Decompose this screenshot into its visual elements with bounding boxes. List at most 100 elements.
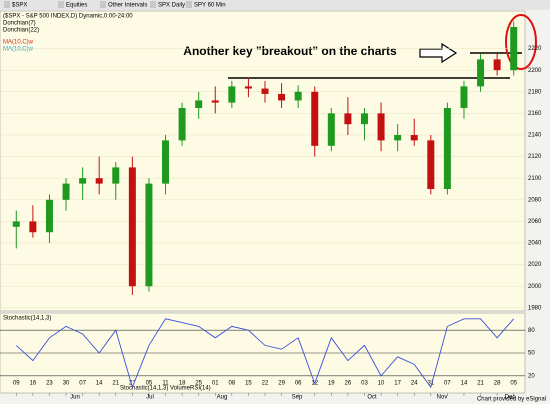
candle-body [510, 26, 518, 71]
x-tick-label: 06 [295, 381, 302, 387]
month-label: Dec [505, 395, 516, 401]
y-tick-label: 2080 [528, 197, 542, 203]
toolbar-button[interactable] [186, 1, 192, 8]
candle-body [12, 221, 20, 227]
x-tick-label: 25 [195, 381, 202, 387]
x-tick-label: 03 [361, 381, 368, 387]
candle-body [360, 113, 368, 125]
x-tick-label: 19 [328, 381, 335, 387]
candle-body [95, 178, 103, 184]
x-tick-label: 05 [146, 381, 153, 387]
x-tick-label: 07 [79, 381, 86, 387]
x-tick-label: 23 [46, 381, 53, 387]
candle-body [311, 91, 319, 146]
month-label: Jun [70, 395, 80, 401]
candle-body [410, 134, 418, 141]
candle-body [493, 59, 501, 71]
toolbar-button[interactable] [58, 1, 64, 8]
toolbar-label[interactable]: Other Intervals [108, 3, 147, 9]
x-tick-label: 21 [112, 381, 119, 387]
candle-body [394, 134, 402, 141]
y-tick-label: 2160 [528, 111, 542, 117]
x-tick-label: 22 [262, 381, 269, 387]
y-tick-label: 1980 [528, 305, 542, 311]
y-tick-label: 2200 [528, 68, 542, 74]
candle-body [112, 167, 120, 184]
study-label: MA(10,C)w [3, 47, 34, 53]
x-tick-label: 17 [394, 381, 401, 387]
month-label: Sep [292, 395, 303, 401]
y-tick-label: 20 [528, 373, 535, 379]
candle-body [79, 178, 87, 184]
candle-body [344, 113, 352, 125]
candle-body [377, 113, 385, 141]
x-tick-label: 10 [378, 381, 385, 387]
highlight-circle [505, 14, 537, 70]
candle-body [29, 221, 37, 233]
month-label: Oct [367, 395, 377, 401]
candle-body [327, 113, 335, 146]
candle-body [427, 140, 435, 190]
annotation: Another key "breakout" on the charts [183, 44, 397, 58]
x-tick-label: 01 [212, 381, 219, 387]
pane-title: Stochastic(14,1,3) [3, 316, 51, 322]
tab: Stochastic(14,1,3) [120, 386, 168, 392]
candle-body [162, 140, 170, 184]
candle-body [45, 199, 53, 233]
x-tick-label: 14 [461, 381, 468, 387]
x-tick-label: 16 [30, 381, 37, 387]
toolbar-button[interactable] [150, 1, 156, 8]
price-pane [0, 10, 526, 312]
x-tick-label: 07 [444, 381, 451, 387]
stochastic-line [15, 318, 515, 389]
y-tick-label: 2060 [528, 219, 542, 225]
chart-header: ($SPX - S&P 500 INDEX,D) Dynamic,0:00-24… [3, 14, 133, 20]
x-tick-label: 31 [427, 381, 434, 387]
y-tick-label: 2120 [528, 154, 542, 160]
x-tick-label: 24 [411, 381, 418, 387]
y-tick-label: 2040 [528, 241, 542, 247]
toolbar-button[interactable] [4, 1, 10, 8]
candle-body [195, 100, 203, 108]
tab: Volume [170, 386, 191, 392]
x-tick-label: 21 [477, 381, 484, 387]
x-tick-label: 14 [96, 381, 103, 387]
x-tick-label: 29 [278, 381, 285, 387]
toolbar-label[interactable]: Equities [66, 3, 87, 9]
study-label: Donchian(22) [3, 28, 39, 34]
x-tick-label: 27 [129, 381, 136, 387]
footer: Chart provided by eSignal [477, 397, 546, 403]
y-tick-label: 2020 [528, 262, 542, 268]
y-tick-label: 50 [528, 351, 535, 357]
toolbar-label[interactable]: $SPX [12, 3, 27, 9]
month-label: Aug [217, 395, 228, 401]
tab: RSI(14) [190, 386, 211, 392]
candle-body [211, 100, 219, 103]
toolbar-label[interactable]: SPX Daily [158, 3, 185, 9]
candle-body [261, 88, 269, 94]
x-tick-label: 09 [13, 381, 20, 387]
y-tick-label: 2140 [528, 133, 542, 139]
x-tick-label: 28 [494, 381, 501, 387]
candle-body [228, 86, 236, 103]
y-tick-label: 2000 [528, 284, 542, 290]
candle-body [443, 107, 451, 190]
x-tick-label: 05 [510, 381, 517, 387]
x-tick-label: 30 [63, 381, 70, 387]
x-tick-label: 15 [245, 381, 252, 387]
toolbar-label[interactable]: SPY 60 Min [194, 3, 226, 9]
candle-body [244, 86, 252, 89]
candle-body [460, 86, 468, 108]
candle-body [294, 91, 302, 101]
toolbar [0, 0, 550, 10]
x-tick-label: 11 [162, 381, 169, 387]
y-tick-label: 2100 [528, 176, 542, 182]
x-tick-label: 18 [179, 381, 186, 387]
toolbar-button[interactable] [100, 1, 106, 8]
y-tick-label: 2220 [528, 46, 542, 52]
candle-body [145, 183, 153, 287]
candle-body [477, 59, 485, 87]
candle-body [128, 167, 136, 287]
